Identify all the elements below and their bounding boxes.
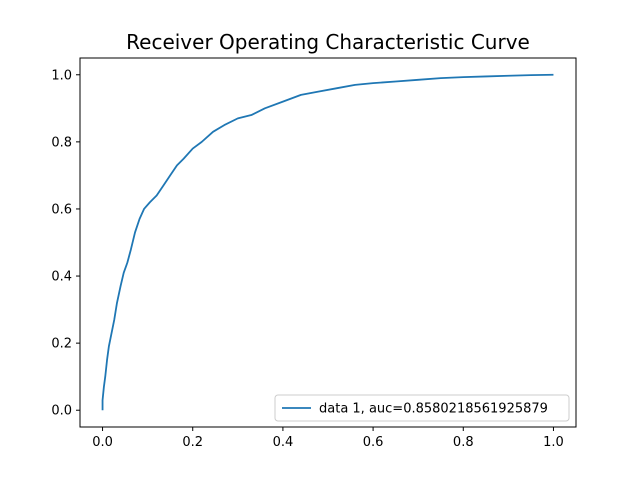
x-tick-label: 0.8 [453,435,474,450]
plot-area-background [80,58,576,427]
y-tick-label: 0.2 [51,337,72,352]
x-tick-label: 1.0 [543,435,564,450]
y-tick-label: 0.0 [51,404,72,419]
y-tick-label: 1.0 [51,68,72,83]
plot-frame [79,57,577,428]
y-tick-label: 0.6 [51,202,72,217]
roc-series-line [101,73,554,411]
x-tick-label: 0.6 [363,435,384,450]
x-tick-label: 0.2 [182,435,203,450]
legend-box [274,394,570,422]
x-tick-label: 0.4 [273,435,294,450]
x-axis: 0.0 0.2 0.4 0.6 0.8 1.0 [92,427,564,450]
legend-label: data 1, auc=0.8580218561925879 [319,402,548,417]
legend: data 1, auc=0.8580218561925879 [274,394,570,422]
series-layer [101,73,554,411]
y-tick-label: 0.8 [51,135,72,150]
y-axis: 0.0 0.2 0.4 0.6 0.8 1.0 [51,68,80,419]
x-tick-label: 0.0 [92,435,113,450]
y-tick-label: 0.4 [51,270,72,285]
chart-title: Receiver Operating Characteristic Curve [126,30,530,54]
